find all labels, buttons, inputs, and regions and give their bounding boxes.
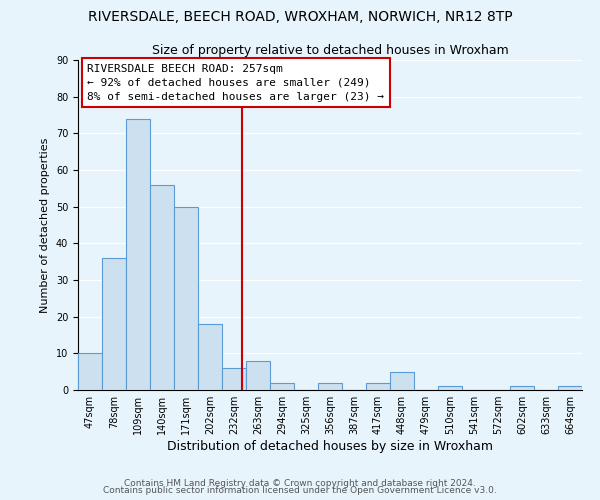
Title: Size of property relative to detached houses in Wroxham: Size of property relative to detached ho… (152, 44, 508, 58)
Bar (438, 386, 462, 390)
Bar (126, 118, 150, 390)
Bar (78, 354, 102, 390)
Bar (246, 360, 270, 390)
Text: RIVERSDALE, BEECH ROAD, WROXHAM, NORWICH, NR12 8TP: RIVERSDALE, BEECH ROAD, WROXHAM, NORWICH… (88, 10, 512, 24)
Bar (558, 386, 582, 390)
Bar (174, 206, 198, 390)
Bar (510, 386, 534, 390)
Bar (102, 258, 126, 390)
Bar (366, 382, 390, 390)
Bar (270, 382, 294, 390)
Bar (150, 184, 174, 390)
Bar (198, 324, 222, 390)
Text: RIVERSDALE BEECH ROAD: 257sqm
← 92% of detached houses are smaller (249)
8% of s: RIVERSDALE BEECH ROAD: 257sqm ← 92% of d… (87, 64, 384, 102)
X-axis label: Distribution of detached houses by size in Wroxham: Distribution of detached houses by size … (167, 440, 493, 453)
Y-axis label: Number of detached properties: Number of detached properties (40, 138, 50, 312)
Bar (390, 372, 414, 390)
Bar (222, 368, 246, 390)
Bar (318, 382, 342, 390)
Text: Contains HM Land Registry data © Crown copyright and database right 2024.: Contains HM Land Registry data © Crown c… (124, 478, 476, 488)
Text: Contains public sector information licensed under the Open Government Licence v3: Contains public sector information licen… (103, 486, 497, 495)
